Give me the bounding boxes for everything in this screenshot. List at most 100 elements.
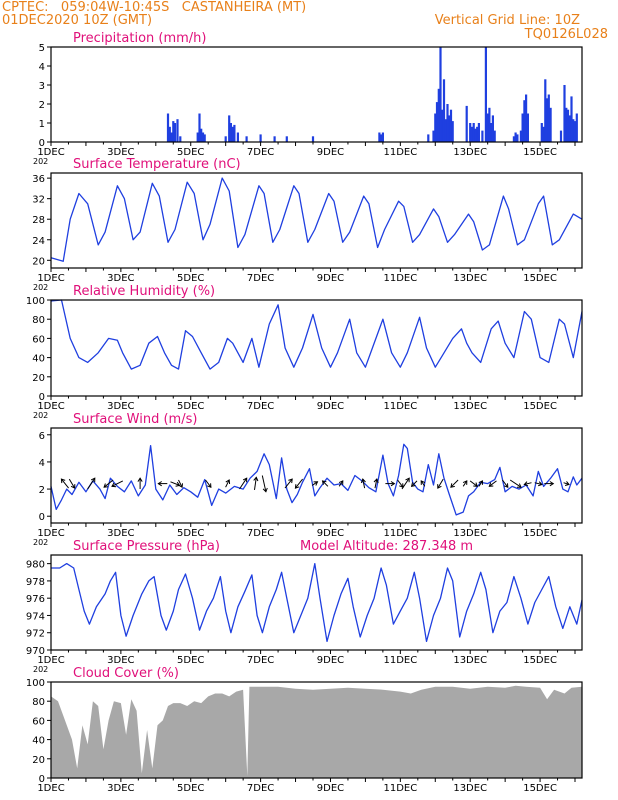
cloud-cover-x-tick-label: 7DEC — [247, 783, 274, 794]
precipitation-bar — [179, 136, 182, 142]
precipitation-bar — [448, 115, 451, 142]
precipitation-bar — [434, 113, 437, 142]
precipitation-x-tick-label: 15DEC — [523, 147, 557, 158]
wind-vector-arrow — [420, 480, 426, 487]
pressure-x-tick-label: 5DEC — [177, 655, 204, 666]
wind-vector-head — [373, 478, 379, 484]
wind-vector-head — [503, 483, 509, 488]
humidity-y-tick-label: 80 — [32, 315, 45, 326]
wind-vector-arrow — [362, 479, 366, 489]
precipitation-bar — [201, 132, 205, 142]
run-code: TQ0126L028 — [524, 27, 608, 42]
precipitation-bar — [570, 96, 573, 142]
precipitation-bar — [435, 102, 439, 142]
wind-y-tick-label: 4 — [39, 458, 45, 469]
wind-vector-head — [517, 483, 522, 488]
pressure-title: Surface Pressure (hPa) — [73, 539, 220, 554]
precipitation-bar — [381, 132, 384, 142]
precipitation-x-tick-label: 5DEC — [177, 147, 204, 158]
precipitation-bar — [176, 119, 179, 142]
precipitation-bar — [540, 123, 543, 142]
precipitation-bar — [469, 123, 472, 142]
precipitation-frame — [50, 46, 583, 143]
wind-vector-head — [253, 476, 259, 482]
wind-vector-arrow — [111, 480, 124, 487]
wind-vector-head — [157, 481, 162, 487]
wind-vector-head — [473, 482, 479, 487]
cloud-cover-x-tick-label: 13DEC — [453, 783, 487, 794]
precipitation-bar — [549, 107, 552, 142]
wind-vector-arrow — [87, 477, 96, 490]
precipitation-bar — [566, 109, 570, 142]
wind-x-tick-label: 13DEC — [453, 528, 487, 539]
precipitation-bar — [231, 126, 234, 142]
temperature-x-tick-label: 11DEC — [383, 273, 417, 284]
precipitation-bar — [444, 119, 447, 142]
wind-x-tick-label: 9DEC — [317, 528, 344, 539]
wind-vector-head — [60, 478, 66, 484]
pressure-x-axis-stub: 202 — [33, 665, 48, 674]
precipitation-bar — [449, 109, 453, 142]
wind-x-tick-label: 7DEC — [247, 528, 274, 539]
precipitation-bar — [229, 123, 232, 142]
precipitation-bar — [575, 113, 578, 142]
precipitation-bar — [170, 132, 173, 142]
wind-vector-head — [523, 481, 529, 487]
precipitation-bar — [196, 132, 199, 142]
wind-vector-arrow — [469, 480, 478, 487]
wind-vector-head — [338, 480, 344, 485]
pressure-x-tick-label: 7DEC — [247, 655, 274, 666]
cloud-cover-x-tick-label: 9DEC — [317, 783, 344, 794]
precipitation-bar — [173, 123, 177, 142]
humidity-x-tick-label: 13DEC — [453, 401, 487, 412]
precipitation-bar — [224, 136, 227, 142]
grid-note: Vertical Grid Line: 10Z — [434, 13, 580, 28]
humidity-y-tick-label: 20 — [32, 373, 45, 384]
temperature-x-tick-label: 7DEC — [247, 273, 274, 284]
precipitation-bar — [273, 136, 276, 142]
precipitation-bar — [446, 104, 449, 142]
pressure-x-tick-label: 15DEC — [523, 655, 557, 666]
precipitation-bar — [427, 134, 430, 142]
precipitation-bar — [477, 123, 480, 142]
pressure-x-tick-label: 11DEC — [383, 655, 417, 666]
humidity-x-tick-label: 15DEC — [523, 401, 557, 412]
precipitation-bar — [380, 134, 383, 142]
wind-series-line — [50, 443, 583, 516]
wind-vector-head — [537, 481, 543, 487]
precipitation-bar — [512, 136, 515, 142]
pressure-x-tick-label: 13DEC — [453, 655, 487, 666]
precipitation-bar — [519, 130, 522, 142]
pressure-y-tick-label: 970 — [26, 646, 45, 657]
precipitation-x-tick-label: 13DEC — [453, 147, 487, 158]
precipitation-bar — [563, 85, 566, 142]
precipitation-y-tick-label: 3 — [39, 81, 45, 92]
wind-vector-head — [225, 479, 231, 485]
wind-vector-head — [564, 481, 570, 486]
humidity-x-tick-label: 3DEC — [107, 401, 134, 412]
precipitation-bar — [525, 94, 528, 142]
precipitation-bar — [526, 113, 529, 142]
humidity-y-tick-label: 100 — [26, 296, 45, 307]
wind-vector-head — [462, 480, 468, 485]
precipitation-bar — [486, 113, 489, 142]
precipitation-bar — [233, 124, 236, 142]
precipitation-bar — [559, 130, 563, 142]
wind-vector-arrow — [462, 480, 468, 487]
wind-x-tick-label: 3DEC — [107, 528, 134, 539]
precipitation-bar — [166, 113, 170, 142]
wind-vector-head — [410, 482, 416, 487]
wind-y-tick-label: 6 — [39, 431, 45, 442]
pressure-annotation: Model Altitude: 287.348 m — [300, 539, 473, 554]
date-header: 01DEC2020 10Z (GMT) — [2, 13, 153, 28]
cloud-cover-y-tick-label: 80 — [32, 697, 45, 708]
temperature-title: Surface Temperature (nC) — [73, 157, 241, 172]
wind-vector-arrow — [322, 480, 329, 487]
wind-vector-arrow — [397, 479, 404, 488]
wind-vector-arrow — [254, 477, 257, 490]
temperature-x-tick-label: 9DEC — [317, 273, 344, 284]
precipitation-x-tick-label: 9DEC — [317, 147, 344, 158]
wind-vector-arrow — [478, 480, 483, 487]
temperature-y-tick-label: 20 — [32, 256, 45, 267]
precipitation-bar — [245, 136, 248, 142]
